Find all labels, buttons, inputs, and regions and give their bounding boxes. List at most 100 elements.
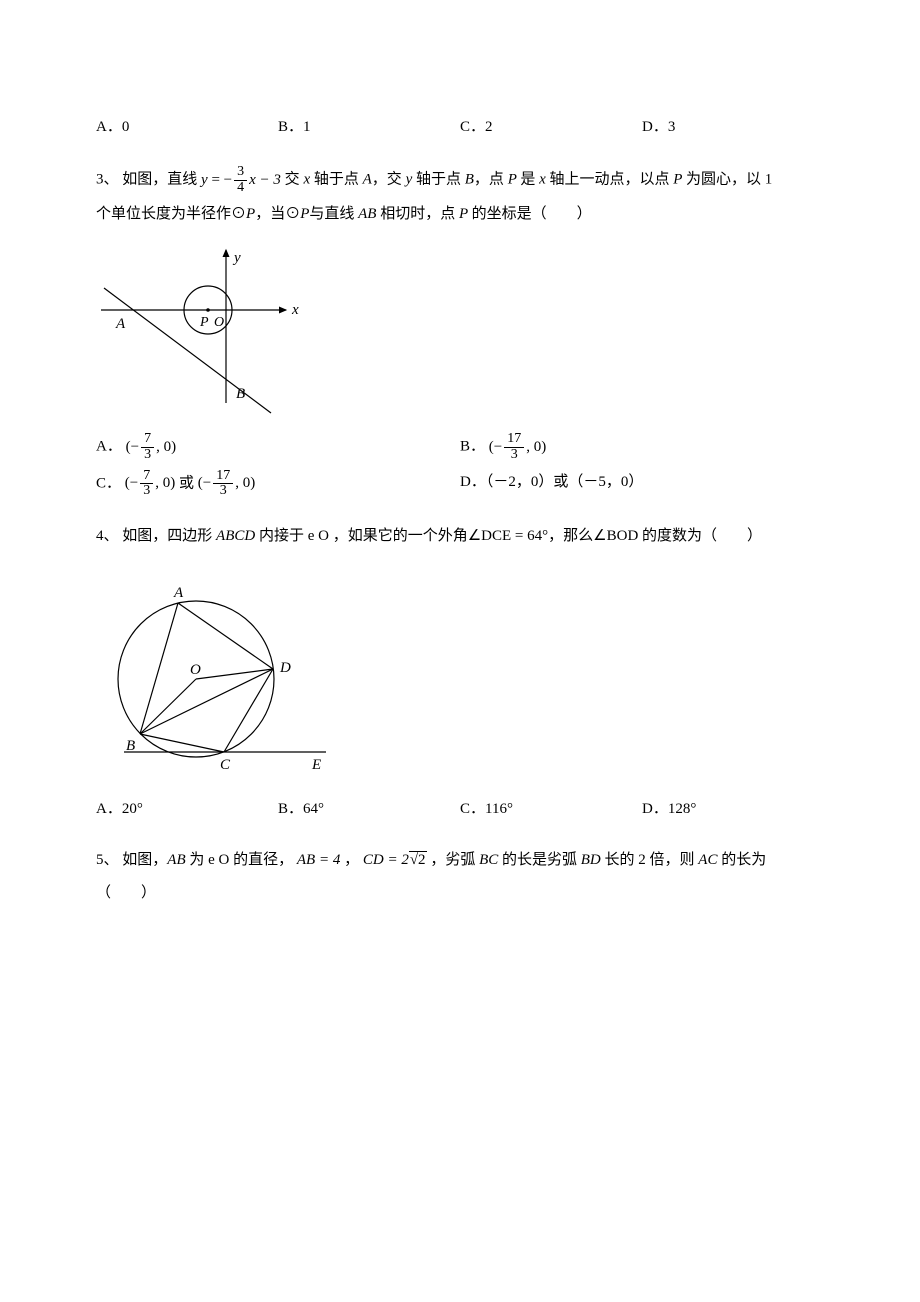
t: P bbox=[504, 172, 520, 188]
t: (−173, 0) bbox=[198, 475, 255, 491]
opt-label: B． bbox=[278, 119, 303, 135]
opt-value: (−73, 0) bbox=[126, 439, 176, 455]
t: 7 bbox=[140, 469, 153, 485]
t: CD = 2 bbox=[359, 852, 409, 868]
t: 17 bbox=[504, 432, 524, 448]
opt-value: （－2，0）或（－5，0） bbox=[486, 474, 644, 490]
q2-options: A．0 B．1 C．2 D．3 bbox=[96, 114, 824, 141]
page-container: A．0 B．1 C．2 D．3 3、 如图，直线 y = −34x − 3 交 … bbox=[0, 0, 920, 953]
t: y bbox=[402, 172, 416, 188]
eq-den: 4 bbox=[234, 181, 247, 196]
q3-figure: y x A B P O bbox=[96, 238, 824, 418]
label-O: O bbox=[214, 315, 224, 330]
t: √2 bbox=[409, 851, 427, 868]
label-A: A bbox=[173, 585, 184, 601]
t: 长的 2 倍，则 bbox=[605, 852, 695, 868]
q2-option-a: A．0 bbox=[96, 114, 278, 141]
t: AB bbox=[167, 852, 189, 868]
eq-num: 3 bbox=[234, 165, 247, 181]
t: (− bbox=[125, 475, 138, 491]
t: 交 bbox=[285, 172, 300, 188]
q5-stem-line2: （ ） bbox=[96, 880, 824, 907]
t: 3 bbox=[504, 448, 524, 463]
q3-number: 3、 bbox=[96, 172, 119, 188]
t: BC bbox=[475, 852, 502, 868]
t: P bbox=[246, 206, 255, 222]
q4-number: 4、 bbox=[96, 528, 119, 544]
label-C: C bbox=[220, 757, 231, 773]
t: 的长为 bbox=[721, 852, 766, 868]
t: 为圆心，以 1 bbox=[686, 172, 772, 188]
eq-neg: − bbox=[224, 172, 232, 188]
label-B: B bbox=[126, 738, 135, 754]
q3-option-a: A． (−73, 0) bbox=[96, 432, 460, 462]
t: , 0) bbox=[235, 475, 255, 491]
opt-value: (−73, 0) bbox=[125, 475, 175, 491]
t: (− bbox=[198, 475, 211, 491]
t: ，当⊙ bbox=[255, 206, 300, 222]
opt-label: D． bbox=[642, 801, 668, 817]
opt-value: 2 bbox=[485, 119, 493, 135]
opt-label: A． bbox=[96, 119, 122, 135]
eq-y: y bbox=[201, 172, 208, 188]
t: AB bbox=[354, 206, 380, 222]
t: 3 bbox=[141, 448, 154, 463]
t: 的坐标是（ ） bbox=[472, 206, 592, 222]
q5-number: 5、 bbox=[96, 852, 119, 868]
t: B bbox=[461, 172, 474, 188]
opt-value: 64° bbox=[303, 801, 324, 817]
label-D: D bbox=[279, 660, 291, 676]
q3-text: 如图，直线 bbox=[122, 172, 197, 188]
q5-stem: 5、 如图，AB 为 e O 的直径， AB = 4 ， CD = 2√2 ，劣… bbox=[96, 847, 824, 874]
q3-option-c: C． (−73, 0) 或 (−173, 0) bbox=[96, 469, 460, 499]
t: 个单位长度为半径作⊙ bbox=[96, 206, 246, 222]
q4-option-d: D．128° bbox=[642, 796, 824, 823]
t: 7 bbox=[141, 432, 154, 448]
t: 轴上一动点，以点 bbox=[550, 172, 670, 188]
opt-value: 116° bbox=[485, 801, 513, 817]
opt-label: B． bbox=[278, 801, 303, 817]
t: AC bbox=[695, 852, 722, 868]
t: 是 bbox=[520, 172, 535, 188]
t: ，如果它的一个外角 bbox=[333, 528, 468, 544]
t: 为 bbox=[189, 852, 204, 868]
opt-label: C． bbox=[460, 119, 485, 135]
opt-value: 1 bbox=[303, 119, 311, 135]
opt-value: 20° bbox=[122, 801, 143, 817]
t: ，交 bbox=[372, 172, 402, 188]
q3-equation: y = −34x − 3 bbox=[201, 172, 285, 188]
t: （ ） bbox=[96, 885, 156, 901]
eq-rhs: x − 3 bbox=[249, 172, 281, 188]
q3-stem: 3、 如图，直线 y = −34x − 3 交 x 轴于点 A，交 y 轴于点 … bbox=[96, 165, 824, 195]
t: 3 bbox=[213, 484, 233, 499]
t: AB = 4 bbox=[293, 852, 344, 868]
t: 如图， bbox=[122, 852, 167, 868]
opt-value: 3 bbox=[668, 119, 676, 135]
q4-figure: A B C D O E bbox=[96, 574, 824, 774]
q4-options: A．20° B．64° C．116° D．128° bbox=[96, 796, 824, 823]
t: ，那么 bbox=[548, 528, 593, 544]
sqrt: √2 bbox=[409, 852, 427, 868]
q4-option-b: B．64° bbox=[278, 796, 460, 823]
t: ，点 bbox=[474, 172, 504, 188]
t: 3 bbox=[140, 484, 153, 499]
q3-option-d: D．（－2，0）或（－5，0） bbox=[460, 469, 824, 499]
t: 如图，四边形 bbox=[122, 528, 212, 544]
t: ABCD bbox=[212, 528, 259, 544]
opt-label: D． bbox=[460, 474, 486, 490]
opt-label: A． bbox=[96, 801, 122, 817]
t: 的长是劣弧 bbox=[502, 852, 577, 868]
q2-option-c: C．2 bbox=[460, 114, 642, 141]
t: e O bbox=[304, 528, 333, 544]
t: (− bbox=[489, 439, 502, 455]
t: 的度数为（ ） bbox=[642, 528, 762, 544]
t: e O bbox=[204, 852, 233, 868]
t: 内接于 bbox=[259, 528, 304, 544]
t: 轴于点 bbox=[416, 172, 461, 188]
q4-stem: 4、 如图，四边形 ABCD 内接于 e O ，如果它的一个外角∠DCE = 6… bbox=[96, 523, 824, 550]
eq-frac: 34 bbox=[234, 165, 247, 195]
t: x bbox=[300, 172, 314, 188]
q3-options-row2: C． (−73, 0) 或 (−173, 0) D．（－2，0）或（－5，0） bbox=[96, 469, 824, 499]
t: 17 bbox=[213, 469, 233, 485]
t: , 0) bbox=[156, 439, 176, 455]
